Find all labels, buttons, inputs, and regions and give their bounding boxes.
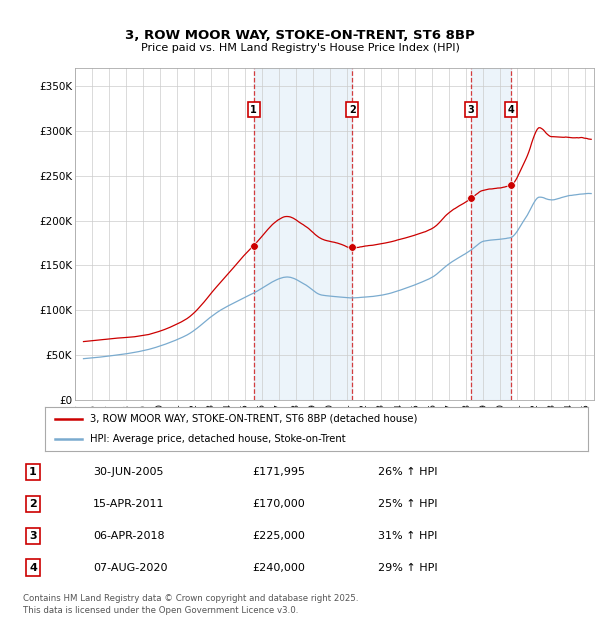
Text: £170,000: £170,000 xyxy=(252,499,305,509)
Text: £225,000: £225,000 xyxy=(252,531,305,541)
Text: 30-JUN-2005: 30-JUN-2005 xyxy=(93,467,163,477)
Text: 3, ROW MOOR WAY, STOKE-ON-TRENT, ST6 8BP: 3, ROW MOOR WAY, STOKE-ON-TRENT, ST6 8BP xyxy=(125,30,475,42)
Text: 06-APR-2018: 06-APR-2018 xyxy=(93,531,164,541)
Text: £240,000: £240,000 xyxy=(252,562,305,572)
Text: 31% ↑ HPI: 31% ↑ HPI xyxy=(378,531,437,541)
Text: HPI: Average price, detached house, Stoke-on-Trent: HPI: Average price, detached house, Stok… xyxy=(89,434,345,445)
Text: Price paid vs. HM Land Registry's House Price Index (HPI): Price paid vs. HM Land Registry's House … xyxy=(140,43,460,53)
Text: 3: 3 xyxy=(467,105,475,115)
Text: 2: 2 xyxy=(349,105,356,115)
Text: Contains HM Land Registry data © Crown copyright and database right 2025.
This d: Contains HM Land Registry data © Crown c… xyxy=(23,594,358,615)
Text: 29% ↑ HPI: 29% ↑ HPI xyxy=(378,562,437,572)
Text: 4: 4 xyxy=(507,105,514,115)
Bar xyxy=(471,68,511,400)
Bar xyxy=(254,68,352,400)
Text: 2: 2 xyxy=(29,499,37,509)
Text: 3, ROW MOOR WAY, STOKE-ON-TRENT, ST6 8BP (detached house): 3, ROW MOOR WAY, STOKE-ON-TRENT, ST6 8BP… xyxy=(89,414,417,424)
Text: 26% ↑ HPI: 26% ↑ HPI xyxy=(378,467,437,477)
Text: 1: 1 xyxy=(250,105,257,115)
Text: 07-AUG-2020: 07-AUG-2020 xyxy=(93,562,167,572)
Text: 3: 3 xyxy=(29,531,37,541)
Text: 4: 4 xyxy=(29,562,37,572)
Text: 25% ↑ HPI: 25% ↑ HPI xyxy=(378,499,437,509)
Text: 15-APR-2011: 15-APR-2011 xyxy=(93,499,164,509)
Text: 1: 1 xyxy=(29,467,37,477)
Text: £171,995: £171,995 xyxy=(252,467,305,477)
